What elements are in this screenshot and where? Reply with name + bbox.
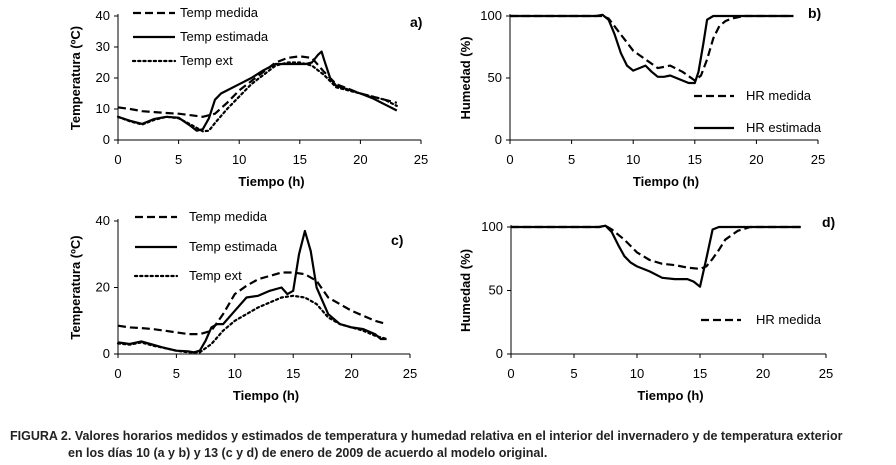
legend-label: Temp ext (180, 53, 233, 68)
caption-line-2: en los días 10 (a y b) y 13 (c y d) de e… (68, 446, 548, 460)
x-tick-label: 5 (175, 152, 182, 167)
legend-label: Temp estimada (189, 239, 278, 254)
y-tick-label: 100 (480, 8, 502, 23)
y-tick-label: 40 (96, 213, 110, 228)
y-tick-label: 100 (481, 219, 503, 234)
y-axis-title: Humedad (%) (458, 36, 473, 119)
y-tick-label: 50 (489, 283, 503, 298)
x-tick-label: 15 (286, 366, 300, 381)
caption-line-1: FIGURA 2. Valores horarios medidos y est… (10, 429, 843, 443)
legend-label: HR estimada (746, 120, 822, 135)
y-axis-title: Humedad (%) (458, 249, 473, 332)
x-tick-label: 25 (819, 366, 833, 381)
panel-label: b) (808, 5, 821, 21)
legend-label: HR medida (756, 312, 822, 327)
x-axis-title: Tiempo (h) (238, 174, 304, 189)
x-tick-label: 0 (506, 152, 513, 167)
legend-label: Temp medida (180, 5, 259, 20)
x-tick-label: 5 (570, 366, 577, 381)
x-tick-label: 5 (568, 152, 575, 167)
panel-label: d) (822, 214, 835, 230)
y-tick-label: 0 (495, 132, 502, 147)
x-tick-label: 10 (630, 366, 644, 381)
legend-label: Temp medida (189, 209, 268, 224)
x-tick-label: 10 (232, 152, 246, 167)
x-tick-label: 0 (507, 366, 514, 381)
y-tick-label: 0 (103, 132, 110, 147)
x-tick-label: 20 (353, 152, 367, 167)
y-tick-label: 50 (488, 70, 502, 85)
x-tick-label: 20 (756, 366, 770, 381)
series-line-hr-medida (511, 224, 801, 270)
y-tick-label: 40 (96, 8, 110, 23)
series-line-temp-ext (116, 294, 388, 354)
x-tick-label: 20 (749, 152, 763, 167)
legend-label: Temp ext (189, 268, 242, 283)
panel-a: 0 10 20 30 40 0 5 10 15 20 25 Tiempo (h) Temperatura… (68, 5, 428, 189)
x-tick-label: 0 (114, 152, 121, 167)
x-tick-label: 15 (293, 152, 307, 167)
y-tick-label: 0 (103, 346, 110, 361)
x-axis-title: Tiempo (h) (633, 174, 699, 189)
figure-canvas: 0 10 20 30 40 0 5 10 15 20 25 Tiempo (h) Temperatura… (68, 5, 835, 403)
x-tick-label: 10 (626, 152, 640, 167)
y-tick-label: 0 (496, 346, 503, 361)
legend-label: Temp estimada (180, 29, 269, 44)
series-line-temp-medida (117, 271, 387, 336)
figure-caption: FIGURA 2. Valores horarios medidos y est… (10, 428, 894, 462)
x-tick-label: 15 (688, 152, 702, 167)
y-tick-label: 30 (96, 39, 110, 54)
x-axis-title: Tiempo (h) (637, 388, 703, 403)
y-tick-label: 20 (96, 70, 110, 85)
x-tick-label: 15 (693, 366, 707, 381)
x-tick-label: 10 (228, 366, 242, 381)
x-tick-label: 25 (414, 152, 428, 167)
y-tick-label: 20 (96, 280, 110, 295)
series-line-temp-ext (116, 61, 398, 133)
panel-label: a) (410, 14, 422, 30)
y-tick-label: 10 (96, 101, 110, 116)
series-line-hr-estimada (511, 224, 801, 288)
panel-c: 0 20 40 0 5 10 15 20 25 Tiempo (h) Temperatura (ºC… (68, 209, 417, 403)
x-tick-label: 25 (811, 152, 825, 167)
x-tick-label: 20 (344, 366, 358, 381)
series-line-temp-medida (117, 55, 398, 118)
legend-label: HR medida (746, 88, 812, 103)
x-axis-title: Tiempo (h) (233, 388, 299, 403)
y-axis-title: Temperatura (ºC) (68, 26, 83, 130)
panel-b: 0 50 100 0 5 10 15 20 25 Tiempo (h) Humedad (%) b) H… (458, 5, 825, 189)
x-tick-label: 0 (114, 366, 121, 381)
x-tick-label: 25 (403, 366, 417, 381)
panel-label: c) (391, 232, 403, 248)
x-tick-label: 5 (173, 366, 180, 381)
series-line-hr-estimada (510, 13, 794, 85)
panel-d: 0 50 100 0 5 10 15 20 25 Tiempo (h) Humedad (%) d) H… (458, 214, 835, 403)
y-axis-title: Temperatura (ºC) (68, 235, 83, 339)
